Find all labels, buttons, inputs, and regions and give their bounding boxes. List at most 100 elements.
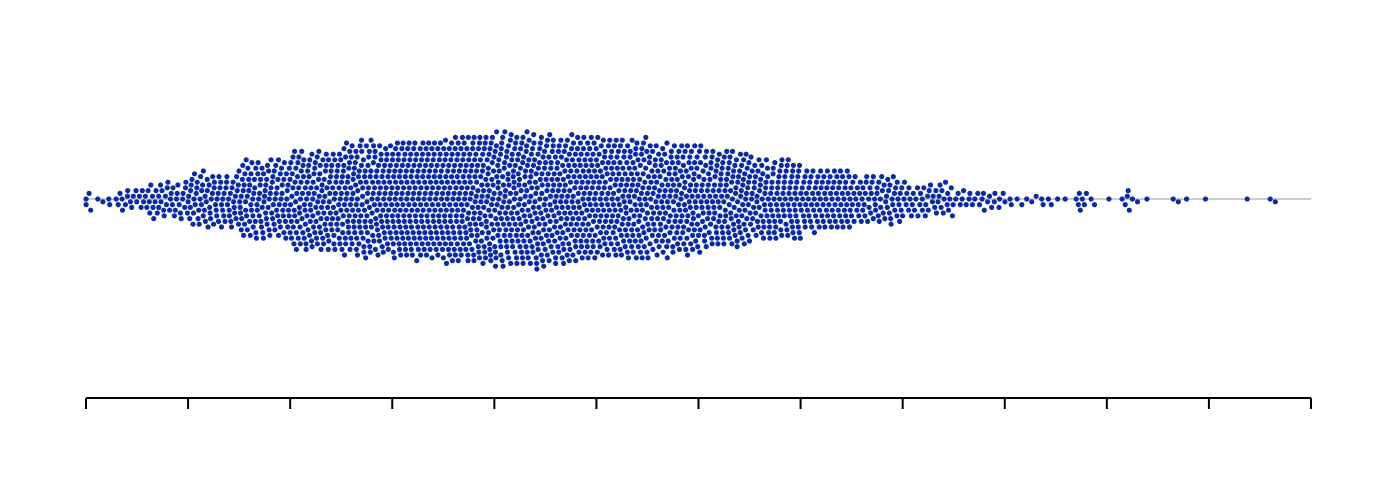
data-point <box>552 199 558 205</box>
data-point <box>289 171 295 177</box>
data-point <box>805 196 812 202</box>
data-point <box>514 260 520 266</box>
data-point <box>207 210 213 216</box>
data-point <box>372 154 378 160</box>
data-point <box>574 232 580 238</box>
data-point <box>464 185 470 191</box>
data-point <box>384 218 390 224</box>
data-point <box>304 179 310 185</box>
data-point <box>612 224 618 230</box>
data-point <box>677 235 683 241</box>
data-point <box>362 218 368 224</box>
data-point <box>129 204 135 210</box>
data-point <box>534 260 540 266</box>
data-point <box>260 171 267 177</box>
data-point <box>449 258 455 264</box>
data-point <box>692 188 699 194</box>
data-point <box>323 151 329 157</box>
data-point <box>500 182 506 188</box>
data-point <box>521 202 528 208</box>
data-point <box>386 168 392 174</box>
data-point <box>592 232 598 238</box>
data-point <box>100 199 106 205</box>
data-point <box>935 199 941 205</box>
data-point <box>276 202 282 208</box>
data-point <box>257 190 263 196</box>
data-point <box>588 174 594 180</box>
data-point <box>996 204 1002 210</box>
data-point <box>726 160 732 166</box>
data-point <box>420 224 426 230</box>
data-point <box>950 202 956 208</box>
data-point <box>577 140 584 146</box>
data-point <box>696 174 702 180</box>
data-point <box>680 154 686 160</box>
data-point <box>695 244 701 250</box>
data-point <box>465 258 471 264</box>
data-point <box>396 218 402 224</box>
data-point <box>240 162 246 168</box>
data-point <box>340 230 346 236</box>
data-point <box>214 213 220 219</box>
data-point <box>775 185 781 191</box>
data-point <box>340 213 346 219</box>
data-point <box>545 171 551 177</box>
data-point <box>239 176 245 182</box>
data-point <box>323 227 329 233</box>
data-point <box>840 224 846 230</box>
data-point <box>238 227 244 233</box>
data-point <box>610 230 616 236</box>
data-point <box>597 244 603 250</box>
data-point <box>997 196 1003 202</box>
data-point <box>494 221 501 227</box>
data-point <box>948 185 954 191</box>
data-point <box>729 196 736 202</box>
data-point <box>870 174 876 180</box>
data-point <box>768 190 774 196</box>
data-point <box>458 235 464 241</box>
data-point <box>667 230 673 236</box>
data-point <box>374 207 380 213</box>
data-point <box>437 241 443 247</box>
data-point <box>652 162 658 168</box>
data-point <box>368 168 374 174</box>
data-point <box>336 235 342 241</box>
data-point <box>262 188 268 194</box>
data-point <box>584 244 590 250</box>
data-point <box>629 244 635 250</box>
data-point <box>740 176 747 182</box>
data-point <box>717 182 724 188</box>
data-point <box>605 160 611 166</box>
data-point <box>906 207 912 213</box>
data-point <box>469 232 475 238</box>
data-point <box>489 160 495 166</box>
data-point <box>621 154 627 160</box>
data-point <box>688 241 694 247</box>
data-point <box>702 154 708 160</box>
data-point <box>567 179 574 185</box>
data-point <box>713 193 719 199</box>
data-point <box>856 213 862 219</box>
data-point <box>660 216 667 222</box>
data-point <box>292 148 298 154</box>
data-point <box>190 221 196 227</box>
data-point <box>412 213 418 219</box>
data-point <box>479 193 485 199</box>
data-point <box>373 216 379 222</box>
data-point <box>889 196 895 202</box>
data-point <box>206 182 212 188</box>
data-point <box>716 151 722 157</box>
data-point <box>759 162 765 168</box>
data-point <box>681 224 687 230</box>
data-point <box>436 213 442 219</box>
data-point <box>562 168 568 174</box>
data-point <box>433 230 439 236</box>
data-point <box>529 244 535 250</box>
data-point <box>687 188 693 194</box>
data-point <box>1039 196 1045 202</box>
data-point <box>892 207 898 213</box>
data-point <box>553 218 559 224</box>
data-point <box>397 168 403 174</box>
data-point <box>247 182 253 188</box>
data-point <box>509 157 515 163</box>
